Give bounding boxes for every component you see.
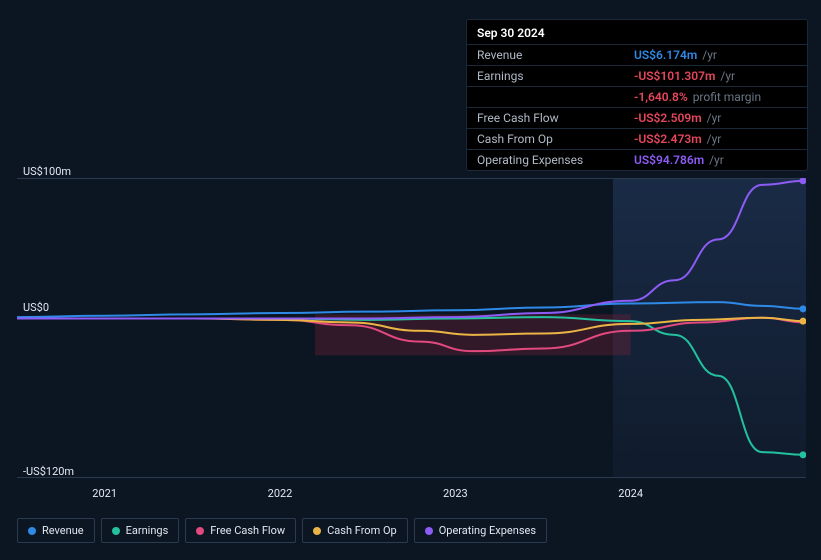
- legend-item[interactable]: Free Cash Flow: [185, 518, 296, 543]
- legend-label: Cash From Op: [327, 524, 397, 537]
- x-tick-label: 2023: [443, 487, 468, 500]
- tooltip-row-label: Earnings: [467, 66, 624, 87]
- legend-item[interactable]: Operating Expenses: [414, 518, 547, 543]
- series-endpoint-marker: [800, 451, 807, 458]
- series-endpoint-marker: [800, 318, 807, 325]
- y-tick-label: US$100m: [23, 165, 71, 178]
- x-tick-label: 2022: [268, 487, 293, 500]
- chart-tooltip: Sep 30 2024 RevenueUS$6.174m /yrEarnings…: [467, 20, 807, 170]
- legend-swatch-icon: [112, 527, 120, 535]
- tooltip-row: RevenueUS$6.174m /yr: [467, 45, 807, 66]
- tooltip-row-label: Operating Expenses: [467, 150, 624, 171]
- legend-label: Earnings: [126, 524, 169, 537]
- legend-item[interactable]: Earnings: [101, 518, 180, 543]
- tooltip-table: RevenueUS$6.174m /yrEarnings-US$101.307m…: [467, 44, 807, 170]
- legend-swatch-icon: [196, 527, 204, 535]
- series-endpoint-marker: [800, 305, 807, 312]
- tooltip-row: Operating ExpensesUS$94.786m /yr: [467, 150, 807, 171]
- tooltip-row-value: -1,640.8% profit margin: [624, 87, 807, 108]
- tooltip-row: Free Cash Flow-US$2.509m /yr: [467, 108, 807, 129]
- legend-item[interactable]: Cash From Op: [302, 518, 408, 543]
- legend-swatch-icon: [425, 527, 433, 535]
- financials-chart-panel: Sep 30 2024 RevenueUS$6.174m /yrEarnings…: [0, 0, 821, 560]
- tooltip-row-label: Cash From Op: [467, 129, 624, 150]
- tooltip-row: -1,640.8% profit margin: [467, 87, 807, 108]
- tooltip-row-value: US$94.786m /yr: [624, 150, 807, 171]
- legend: Revenue Earnings Free Cash Flow Cash From O…: [17, 518, 547, 543]
- x-tick-label: 2021: [92, 487, 117, 500]
- series-line: [17, 181, 806, 319]
- legend-label: Operating Expenses: [439, 524, 536, 537]
- tooltip-row: Cash From Op-US$2.473m /yr: [467, 129, 807, 150]
- tooltip-date: Sep 30 2024: [467, 20, 807, 44]
- chart-plot[interactable]: [17, 178, 806, 478]
- x-tick-label: 2024: [618, 487, 643, 500]
- lines-svg: [17, 178, 806, 478]
- tooltip-row-value: -US$2.473m /yr: [624, 129, 807, 150]
- series-endpoint-marker: [800, 178, 807, 184]
- tooltip-row: Earnings-US$101.307m /yr: [467, 66, 807, 87]
- legend-swatch-icon: [28, 527, 36, 535]
- tooltip-row-value: -US$2.509m /yr: [624, 108, 807, 129]
- legend-label: Free Cash Flow: [210, 524, 285, 537]
- legend-item[interactable]: Revenue: [17, 518, 95, 543]
- legend-swatch-icon: [313, 527, 321, 535]
- tooltip-row-value: US$6.174m /yr: [624, 45, 807, 66]
- tooltip-row-label: Revenue: [467, 45, 624, 66]
- tooltip-row-value: -US$101.307m /yr: [624, 66, 807, 87]
- tooltip-row-label: Free Cash Flow: [467, 108, 624, 129]
- legend-label: Revenue: [42, 524, 84, 537]
